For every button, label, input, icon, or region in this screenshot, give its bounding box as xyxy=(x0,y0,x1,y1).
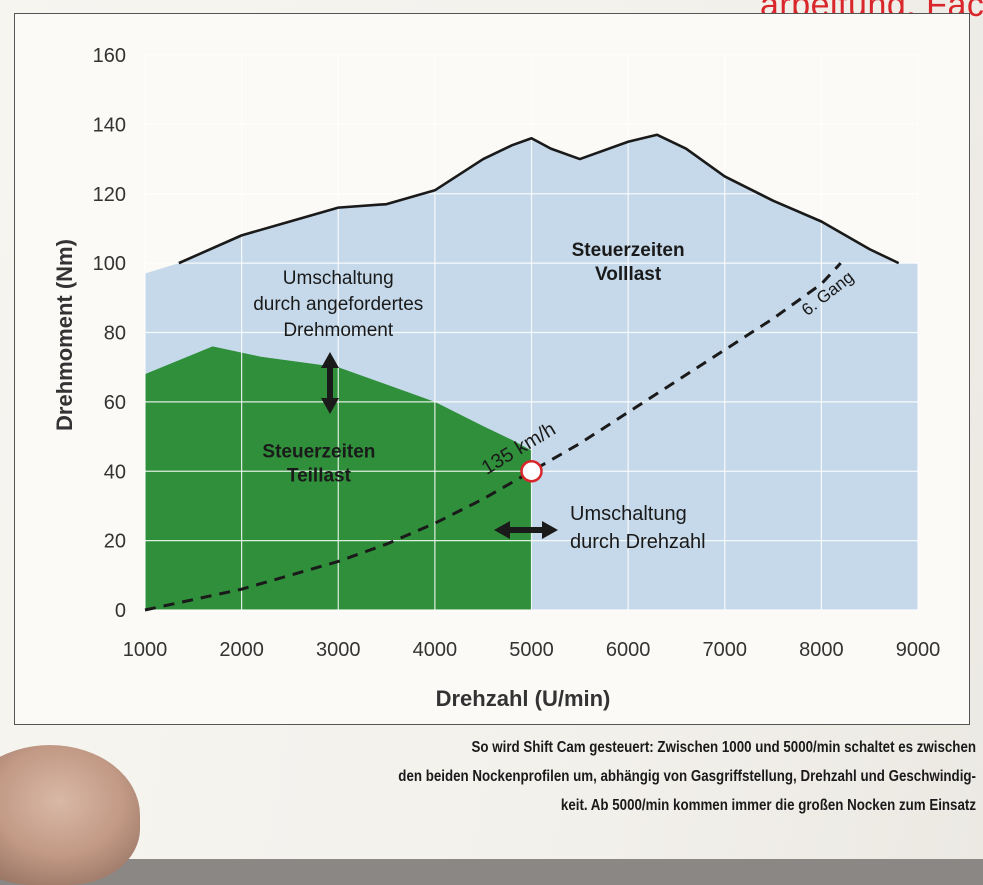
annotation-steuerzeiten-teillast-line: Teillast xyxy=(287,465,352,486)
y-tick-label: 80 xyxy=(104,323,126,345)
x-axis-label: Drehzahl (U/min) xyxy=(436,686,611,711)
y-tick-label: 120 xyxy=(93,184,126,206)
vertical-double-arrow xyxy=(321,352,339,414)
y-axis-label: Drehmoment (Nm) xyxy=(52,239,77,431)
x-tick-label: 2000 xyxy=(219,639,264,661)
caption-line: So wird Shift Cam gesteuert: Zwischen 10… xyxy=(471,739,976,756)
x-tick-label: 7000 xyxy=(703,639,748,661)
x-tick-label: 3000 xyxy=(316,639,361,661)
caption-line: keit. Ab 5000/min kommen immer die große… xyxy=(560,797,976,814)
y-tick-label: 160 xyxy=(93,45,126,67)
x-tick-label: 9000 xyxy=(896,639,941,661)
annotation-steuerzeiten-teillast-line: Steuerzeiten xyxy=(262,441,375,462)
y-tick-label: 0 xyxy=(115,600,126,622)
x-tick-label: 1000 xyxy=(123,639,168,661)
annotation-umschaltung-drehzahl-line: durch Drehzahl xyxy=(570,531,706,553)
y-tick-label: 100 xyxy=(93,253,126,275)
x-tick-label: 4000 xyxy=(413,639,458,661)
caption-line: den beiden Nockenprofilen um, abhängig v… xyxy=(398,768,976,785)
series-line-volllast xyxy=(178,133,900,265)
annotation-steuerzeiten-volllast-line: Volllast xyxy=(595,264,662,285)
point-marker-135kmh xyxy=(520,460,543,483)
torque-chart: 1000 2000 3000 4000 5000 6000 7000 8000 9000 0 20 4… xyxy=(52,45,941,711)
x-tick-label: 5000 xyxy=(509,639,554,661)
annotation-umschaltung-drehmoment-line: Drehmoment xyxy=(283,320,394,341)
y-tick-label: 40 xyxy=(104,461,126,483)
y-tick-label: 60 xyxy=(104,392,126,414)
figure-caption: So wird Shift Cam gesteuert: Zwischen 10… xyxy=(309,733,976,820)
y-tick-label: 20 xyxy=(104,531,126,553)
x-tick-label: 8000 xyxy=(799,639,844,661)
horizontal-double-arrow xyxy=(494,521,558,539)
annotation-steuerzeiten-volllast-line: Steuerzeiten xyxy=(572,240,685,261)
annotation-umschaltung-drehzahl-line: Umschaltung xyxy=(570,503,687,525)
annotation-umschaltung-drehmoment-line: Umschaltung xyxy=(283,268,394,289)
x-tick-label: 6000 xyxy=(606,639,651,661)
y-tick-label: 140 xyxy=(93,114,126,136)
series-line-6-gang xyxy=(144,262,842,612)
annotation-umschaltung-drehmoment-line: durch angefordertes xyxy=(253,294,423,315)
